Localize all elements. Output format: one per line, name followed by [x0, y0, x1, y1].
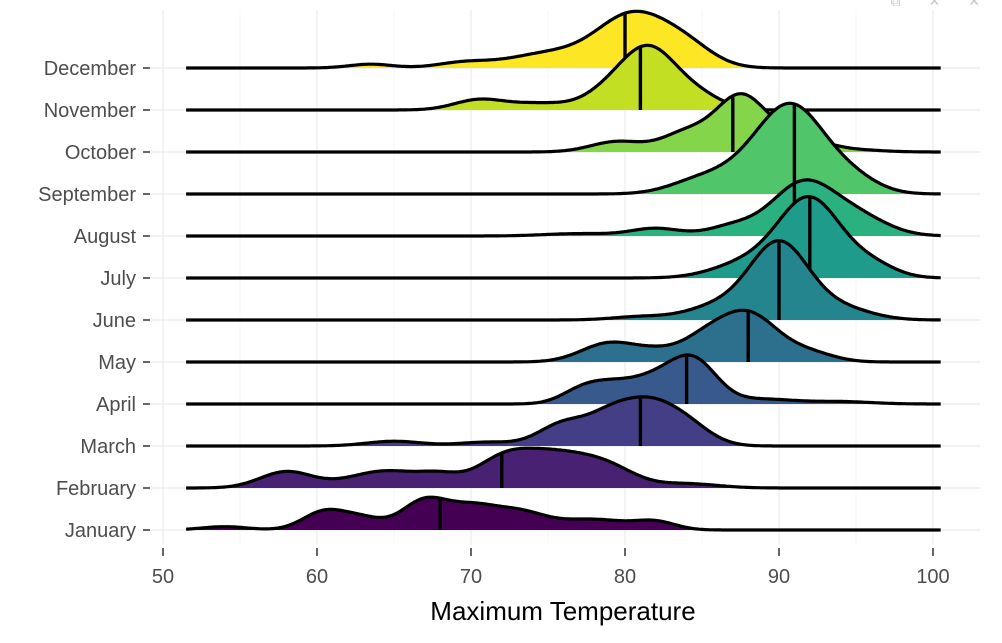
- ridge-fill: [594, 240, 912, 320]
- ridge-outline: [186, 43, 941, 112]
- ridge-june: [186, 239, 941, 322]
- ridge-outline: [186, 446, 941, 490]
- ridge-fill: [540, 310, 864, 362]
- y-tick-label: December: [44, 58, 137, 80]
- ridge-july: [186, 195, 941, 280]
- x-tick-label: 60: [306, 566, 328, 588]
- x-tick-label: 50: [152, 566, 174, 588]
- y-tick-label: July: [100, 268, 136, 290]
- ridge-outline: [186, 308, 941, 364]
- y-tick-label: August: [74, 226, 137, 248]
- ridge-april: [186, 353, 941, 406]
- ridge-fill: [666, 196, 930, 278]
- y-tick-label: March: [80, 436, 136, 458]
- window-controls: ⧉ ✕ ✕: [891, 0, 980, 10]
- x-tick-label: 80: [614, 566, 636, 588]
- ridge-fill: [628, 103, 918, 194]
- ridge-outline: [185, 495, 941, 532]
- x-axis-title: Maximum Temperature: [430, 596, 695, 626]
- ridge-outline: [186, 9, 941, 70]
- ridge-outline: [186, 195, 941, 280]
- y-axis: December November October September August Ju…: [38, 58, 150, 542]
- expand-icon[interactable]: ✕: [928, 0, 941, 10]
- y-tick-label: June: [93, 310, 136, 332]
- x-tick-label: 90: [768, 566, 790, 588]
- ridge-may: [186, 308, 941, 364]
- y-tick-label: April: [96, 394, 136, 416]
- y-tick-label: May: [98, 352, 136, 374]
- ridge-outline: [186, 178, 941, 238]
- ridge-november: [186, 43, 941, 112]
- export-icon[interactable]: ⧉: [890, 0, 901, 10]
- y-tick-label: February: [56, 478, 136, 500]
- x-tick-label: 100: [916, 566, 949, 588]
- ridge-december: [186, 9, 941, 70]
- close-icon[interactable]: ✕: [968, 0, 980, 10]
- ridge-february: [186, 446, 941, 490]
- ridge-fill: [221, 448, 744, 488]
- ridge-fill: [186, 497, 699, 530]
- y-tick-label: September: [38, 184, 136, 206]
- ridge-march: [186, 395, 941, 448]
- ridge-outline: [186, 395, 941, 448]
- y-tick-label: January: [65, 520, 136, 542]
- ridge-january: [185, 495, 941, 532]
- x-tick-label: 70: [460, 566, 482, 588]
- ridge-fill: [341, 396, 749, 446]
- y-tick-label: October: [65, 142, 136, 164]
- x-axis: 50 60 70 80 90 100: [152, 548, 950, 588]
- ridge-outline: [186, 101, 941, 196]
- y-tick-label: November: [44, 100, 137, 122]
- ridge-september: [186, 101, 941, 196]
- ridge-outline: [186, 353, 941, 406]
- ridge-fill: [532, 355, 887, 404]
- ridges: [185, 9, 941, 532]
- ridge-outline: [186, 239, 941, 322]
